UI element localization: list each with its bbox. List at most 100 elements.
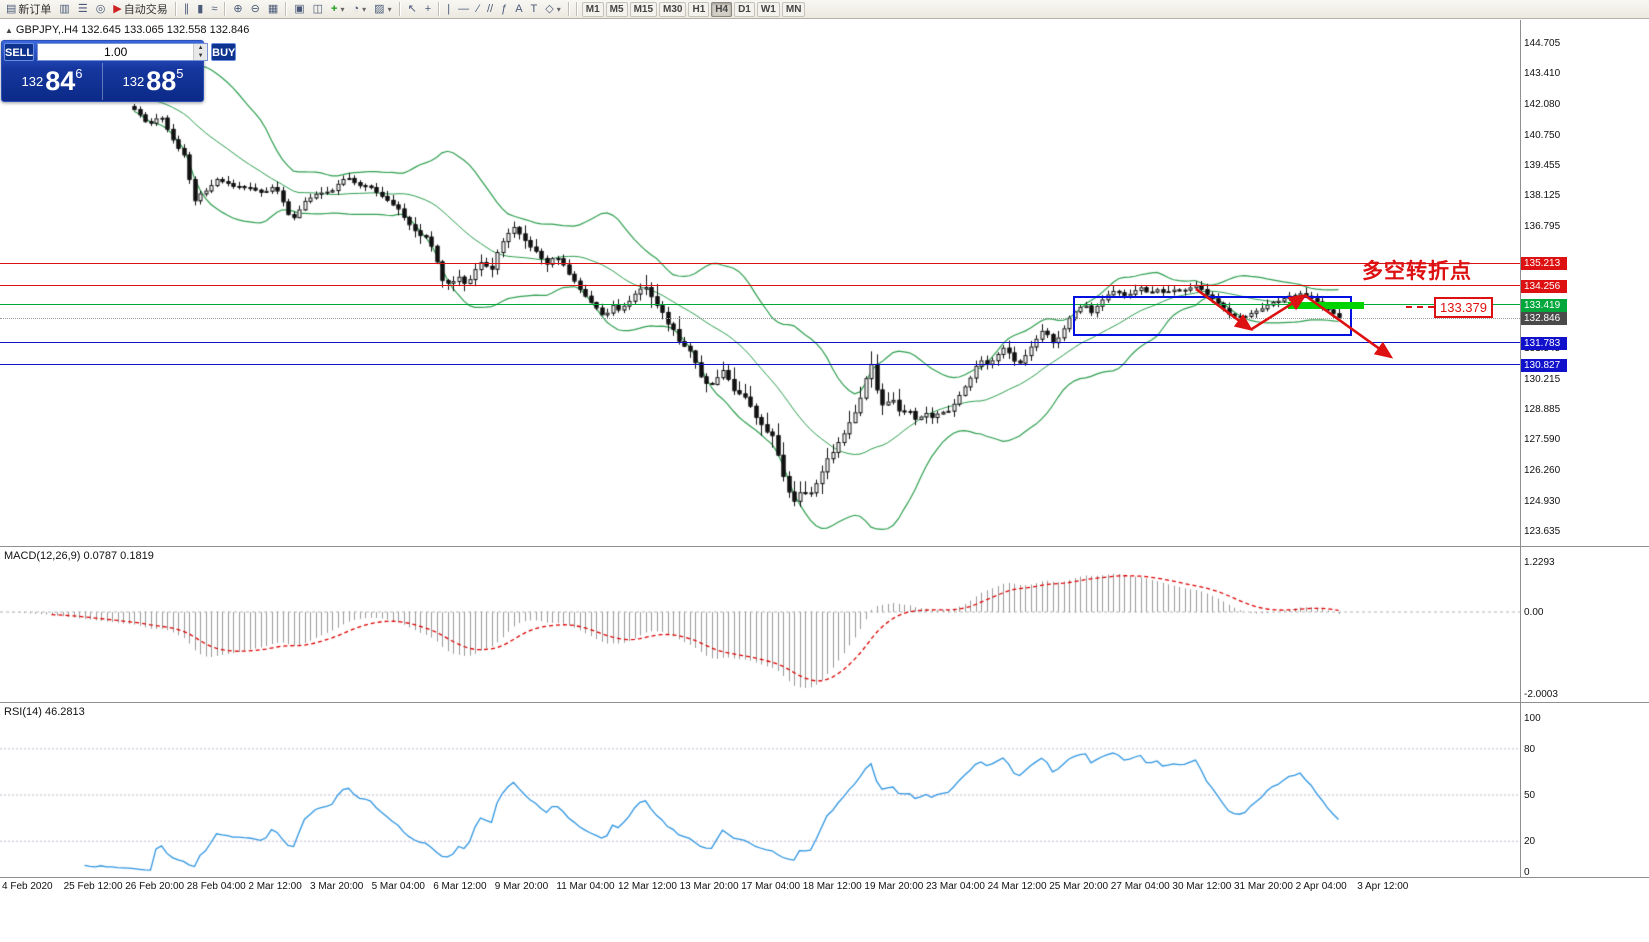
dropdown-caret-icon: ▾ [387,4,392,14]
panel-separator[interactable] [0,702,1649,703]
macd-axis-tick: 0.00 [1524,607,1544,618]
zoom-in-button[interactable]: ⊕ [229,0,246,18]
main-chart-canvas[interactable] [0,20,1520,546]
toolbar-separator [567,2,570,16]
timeframe-h1-button[interactable]: H1 [688,1,710,17]
timeframe-m5-button[interactable]: M5 [605,1,628,17]
time-axis-label: 6 Mar 12:00 [433,881,487,892]
navigator-button[interactable]: ◎ [92,0,110,18]
arrange-windows-button[interactable]: ◫ [309,0,327,18]
price-level-line[interactable] [0,304,1520,306]
sell-price-big: 84 [45,66,76,96]
price-axis-tick: 142.080 [1524,98,1561,110]
text-button[interactable]: A [511,0,526,18]
price-tag[interactable]: 133.379 [1434,297,1493,318]
arrow-label-icon: T [530,2,538,15]
time-axis-label: 24 Mar 12:00 [987,881,1047,892]
charts-button[interactable]: ▥ [55,0,73,18]
time-axis-label: 19 Mar 20:00 [864,881,924,892]
price-axis-badge: 134.256 [1521,279,1567,293]
price-level-line[interactable] [0,285,1520,287]
time-axis-label: 3 Mar 20:00 [310,881,364,892]
hline-button[interactable]: ― [454,0,473,18]
time-axis-label: 9 Mar 20:00 [494,881,549,892]
timeframe-m1-button[interactable]: M1 [581,1,604,17]
crosshair-button[interactable]: + [421,0,435,18]
sell-price[interactable]: 132 84 6 [2,63,103,100]
crosshair-icon: + [424,2,432,15]
lot-size-input[interactable] [38,44,194,60]
rsi-axis-tick: 100 [1524,713,1541,724]
price-axis-tick: 127.590 [1524,434,1561,446]
buy-price-prefix: 132 [122,74,145,89]
price-level-line[interactable] [0,364,1520,366]
price-level-line[interactable] [0,342,1520,344]
price-axis-tick: 130.215 [1524,373,1561,385]
macd-indicator-label: MACD(12,26,9) 0.0787 0.1819 [4,550,154,562]
panel-separator[interactable] [0,546,1649,547]
timeframe-h4-button[interactable]: H4 [711,1,733,17]
autotrade-button[interactable]: ▶ 自动交易 [109,0,171,18]
toolbar-separator [438,2,441,16]
symbol-marker-icon: ▲ [5,26,13,35]
market-watch-button[interactable]: ☰ [74,0,92,18]
rsi-axis-tick: 20 [1524,836,1536,848]
lot-decrease-button[interactable]: ▼ [194,52,208,60]
timeframe-d1-button[interactable]: D1 [734,1,755,17]
support-zone-highlight[interactable] [1288,301,1364,309]
fibonacci-button[interactable]: ƒ [497,0,511,18]
periods-button[interactable]: ◔ ▾ [348,0,370,18]
price-level-line[interactable] [0,262,1520,264]
time-axis-label: 11 Mar 04:00 [556,881,615,892]
buy-button[interactable]: BUY [211,43,237,61]
tile-windows-button[interactable]: ▦ [264,0,282,18]
timeframe-w1-button[interactable]: W1 [756,1,780,17]
chart-ohlc-header: ▲ GBPJPY,.H4 132.645 133.065 132.558 132.… [5,24,249,36]
toolbar: ▤ 新订单 ▥ ☰ ◎ ▶ 自动交易 ∥ ▮ ≈ ⊕ ⊖ ▦ ▣ ◫ + ▾ ◔ ▾ ▨ ▾ ↖ + | ― ∕//ƒ A T ◇ ▾ M1… [0,0,1649,19]
price-axis-tick: 123.635 [1524,526,1561,538]
lot-stepper: ▲ ▼ [193,44,208,60]
price-axis-badge: 133.419 [1521,298,1567,312]
auto-arrange-button[interactable]: ▣ [290,0,308,18]
dropdown-caret-icon: ▾ [340,4,345,14]
buy-price[interactable]: 132 88 5 [103,63,203,100]
candlestick-button[interactable]: ▮ [193,0,207,18]
ohlc-text: GBPJPY,.H4 132.645 133.065 132.558 132.8… [15,24,250,36]
cursor-button[interactable]: ↖ [404,0,421,18]
channel-button[interactable]: // [483,0,497,18]
indicators-button[interactable]: + ▾ [327,0,348,18]
templates-button[interactable]: ▨ ▾ [370,0,395,18]
timeframe-mn-button[interactable]: MN [781,1,806,17]
time-axis-label: 18 Mar 12:00 [802,881,862,892]
market-watch-icon: ☰ [77,2,88,15]
price-axis-tick: 136.795 [1524,221,1561,233]
price-axis-badge: 132.846 [1521,312,1567,326]
lot-increase-button[interactable]: ▲ [194,44,208,52]
price-axis[interactable] [1520,20,1649,877]
zoom-out-button[interactable]: ⊖ [247,0,264,18]
timeframe-m15-button[interactable]: M15 [629,1,658,17]
cursor-icon: ↖ [407,2,417,15]
shapes-button[interactable]: ◇ ▾ [541,0,564,18]
sell-button[interactable]: SELL [4,43,35,61]
bar-chart-button[interactable]: ∥ [180,0,194,18]
line-chart-button[interactable]: ≈ [207,0,221,18]
timeframe-m30-button[interactable]: M30 [659,1,687,17]
vline-button[interactable]: | [443,0,454,18]
charts-icon: ▥ [59,2,70,15]
one-click-trade-panel: SELL ▲ ▼ BUY 132 84 6 132 88 5 [1,40,237,102]
arrow-label-button[interactable]: T [527,0,542,18]
new-order-button[interactable]: ▤ 新订单 [2,0,55,18]
arrange-windows-icon: ◫ [312,2,324,15]
navigator-icon: ◎ [95,2,106,15]
toolbar-separator [174,2,177,16]
macd-panel-canvas[interactable] [0,548,1520,700]
time-axis-label: 31 Mar 20:00 [1234,881,1293,892]
line-chart-icon: ≈ [211,2,218,15]
bar-chart-icon: ∥ [183,2,190,15]
trendline-button[interactable]: ∕ [473,0,483,18]
rsi-indicator-label: RSI(14) 46.2813 [4,706,85,718]
toolbar-separator [398,2,401,16]
price-level-line[interactable] [0,317,1520,319]
rsi-panel-canvas[interactable] [0,704,1520,876]
